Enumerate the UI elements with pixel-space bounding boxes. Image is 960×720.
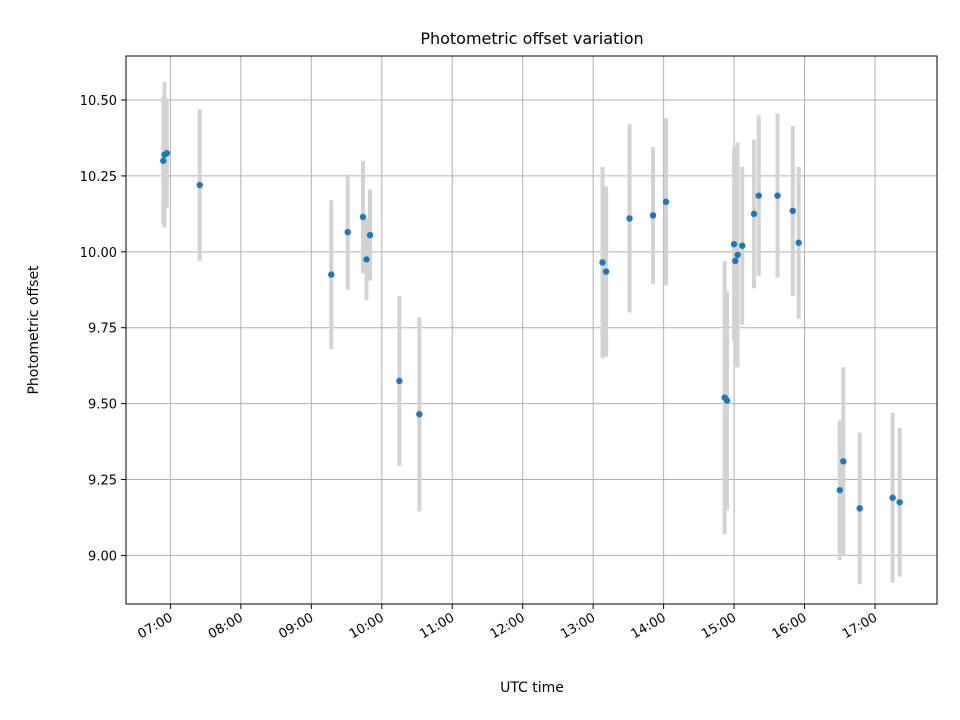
data-points bbox=[160, 149, 903, 512]
chart-title: Photometric offset variation bbox=[420, 29, 643, 48]
data-point bbox=[789, 207, 796, 215]
data-point bbox=[840, 458, 847, 465]
data-point bbox=[416, 411, 423, 418]
y-axis-label: Photometric offset bbox=[26, 265, 42, 395]
y-tick-label: 9.50 bbox=[88, 398, 117, 413]
data-point bbox=[896, 499, 903, 506]
data-point bbox=[739, 242, 746, 249]
data-point bbox=[856, 505, 863, 512]
data-point bbox=[889, 494, 896, 501]
data-point bbox=[359, 213, 367, 221]
data-point bbox=[363, 256, 370, 263]
data-point bbox=[836, 486, 843, 494]
plot-frame bbox=[125, 55, 938, 605]
data-point bbox=[396, 377, 403, 385]
data-point bbox=[732, 257, 739, 265]
data-point bbox=[662, 198, 670, 205]
data-point bbox=[730, 241, 738, 248]
y-tick-label: 10.25 bbox=[80, 170, 117, 185]
data-point bbox=[196, 181, 203, 189]
y-tick-label: 9.00 bbox=[88, 549, 117, 564]
data-point bbox=[774, 192, 781, 199]
data-point bbox=[160, 157, 167, 164]
y-tick-label: 9.75 bbox=[88, 322, 117, 337]
data-point bbox=[734, 251, 741, 259]
data-point bbox=[163, 149, 171, 157]
grid bbox=[126, 56, 937, 604]
y-axis-ticks: 9.00 9.25 9.50 9.75 10.00 10.25 10.50 bbox=[80, 94, 126, 564]
data-point bbox=[649, 212, 657, 219]
y-tick-label: 9.25 bbox=[88, 474, 117, 489]
data-point bbox=[328, 271, 335, 278]
y-tick-label: 10.00 bbox=[80, 246, 117, 261]
data-point bbox=[795, 239, 802, 246]
data-point bbox=[755, 192, 762, 199]
data-point bbox=[602, 268, 610, 275]
data-point bbox=[750, 210, 758, 218]
y-tick-label: 10.50 bbox=[80, 94, 117, 109]
data-point bbox=[366, 231, 374, 239]
data-point bbox=[723, 397, 731, 404]
data-point bbox=[626, 215, 633, 222]
data-point bbox=[599, 259, 606, 266]
x-axis-label: UTC time bbox=[500, 680, 564, 696]
data-point bbox=[344, 228, 351, 236]
